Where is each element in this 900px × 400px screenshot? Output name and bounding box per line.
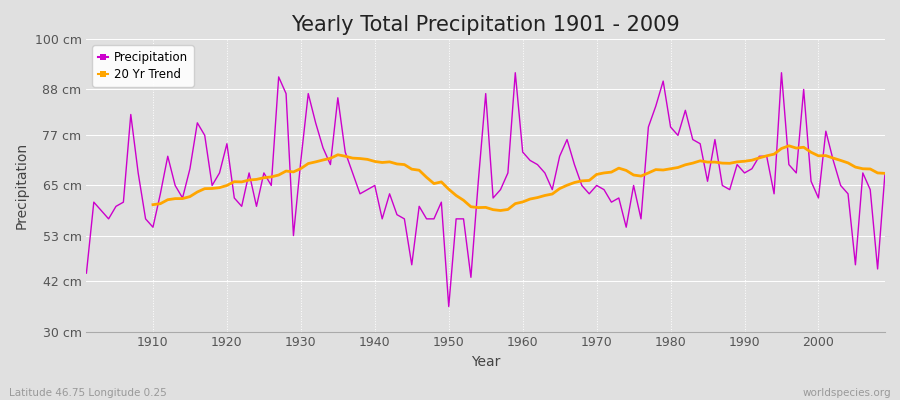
- Y-axis label: Precipitation: Precipitation: [15, 142, 29, 229]
- Text: worldspecies.org: worldspecies.org: [803, 388, 891, 398]
- Legend: Precipitation, 20 Yr Trend: Precipitation, 20 Yr Trend: [93, 45, 194, 86]
- X-axis label: Year: Year: [471, 355, 500, 369]
- Title: Yearly Total Precipitation 1901 - 2009: Yearly Total Precipitation 1901 - 2009: [292, 15, 680, 35]
- Text: Latitude 46.75 Longitude 0.25: Latitude 46.75 Longitude 0.25: [9, 388, 166, 398]
